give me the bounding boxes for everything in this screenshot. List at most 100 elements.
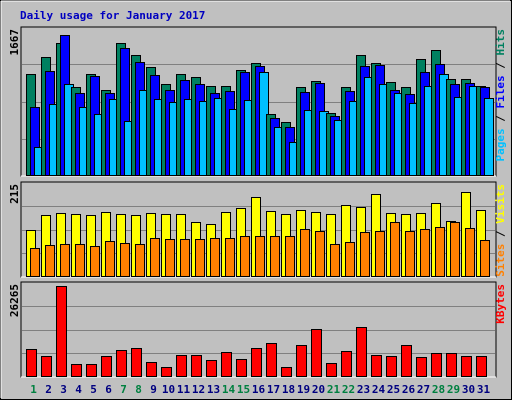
bar-sites: [480, 240, 490, 277]
bar-sites: [105, 241, 115, 277]
x-tick-label: 22: [342, 383, 355, 396]
bar-kbytes: [326, 363, 337, 377]
bar-sites: [150, 238, 160, 277]
x-tick-label: 10: [162, 383, 175, 396]
bar-kbytes: [296, 345, 307, 377]
bar-kbytes: [206, 360, 217, 377]
chart-title: Daily usage for January 2017: [20, 9, 205, 22]
bar-sites: [240, 236, 250, 277]
y-max-label: 1667: [8, 29, 21, 56]
bar-sites: [315, 231, 325, 277]
bar-kbytes: [356, 327, 367, 377]
bar-kbytes: [446, 353, 457, 377]
legend-separator: /: [494, 109, 507, 129]
panel-legend: Sites / Visits: [494, 184, 507, 277]
bar-kbytes: [221, 352, 232, 377]
bar-kbytes: [56, 286, 67, 377]
x-tick-label: 12: [192, 383, 205, 396]
bar-sites: [180, 239, 190, 277]
bar-sites: [375, 231, 385, 277]
bar-kbytes: [191, 355, 202, 377]
bar-kbytes: [476, 356, 487, 377]
bar-sites: [225, 238, 235, 277]
bar-sites: [345, 242, 355, 277]
bar-kbytes: [416, 357, 427, 377]
bar-sites: [30, 248, 40, 277]
bar-kbytes: [131, 348, 142, 377]
bar-sites: [450, 222, 460, 277]
bar-sites: [165, 239, 175, 277]
x-tick-label: 20: [312, 383, 325, 396]
x-tick-label: 13: [207, 383, 220, 396]
bar-sites: [120, 243, 130, 277]
bar-kbytes: [281, 367, 292, 377]
bar-kbytes: [266, 343, 277, 377]
x-tick-label: 15: [237, 383, 250, 396]
bar-kbytes: [236, 359, 247, 377]
x-tick-label: 9: [150, 383, 157, 396]
bar-sites: [330, 244, 340, 277]
x-tick-label: 3: [60, 383, 67, 396]
y-max-label: 26265: [8, 284, 21, 317]
bar-kbytes: [176, 355, 187, 377]
x-tick-label: 4: [75, 383, 82, 396]
x-tick-label: 6: [105, 383, 112, 396]
bar-sites: [360, 232, 370, 277]
bar-sites: [405, 231, 415, 277]
bar-sites: [210, 238, 220, 277]
bar-kbytes: [251, 348, 262, 377]
legend-sites: Sites: [494, 244, 507, 277]
bar-sites: [255, 236, 265, 277]
x-tick-label: 24: [372, 383, 386, 396]
bar-sites: [465, 228, 475, 277]
bar-kbytes: [86, 364, 97, 377]
bar-sites: [420, 229, 430, 277]
x-tick-label: 18: [282, 383, 295, 396]
bar-sites: [60, 244, 70, 277]
bar-kbytes: [161, 367, 172, 377]
x-tick-label: 16: [252, 383, 266, 396]
legend-pages: Pages: [494, 128, 507, 161]
x-tick-label: 1: [30, 383, 37, 396]
legend-kbytes: KBytes: [494, 284, 507, 324]
bar-sites: [135, 244, 145, 277]
bar-sites: [285, 236, 295, 277]
legend-visits: Visits: [494, 184, 507, 224]
x-tick-label: 31: [477, 383, 491, 396]
bar-sites: [75, 244, 85, 277]
x-tick-label: 23: [357, 383, 370, 396]
legend-separator: /: [494, 224, 507, 244]
legend-files: Files: [494, 75, 507, 108]
bar-kbytes: [371, 355, 382, 377]
panel-legend: KBytes: [494, 284, 507, 324]
legend-hits: Hits: [494, 29, 507, 56]
x-tick-label: 5: [90, 383, 97, 396]
x-tick-label: 14: [222, 383, 236, 396]
bar-pages: [484, 98, 494, 176]
bar-kbytes: [431, 353, 442, 377]
bar-kbytes: [41, 356, 52, 377]
bar-kbytes: [311, 329, 322, 377]
x-tick-label: 28: [432, 383, 445, 396]
x-tick-label: 29: [447, 383, 460, 396]
bar-kbytes: [386, 356, 397, 377]
x-tick-label: 8: [135, 383, 142, 396]
bar-kbytes: [71, 364, 82, 377]
bar-sites: [45, 245, 55, 277]
bar-kbytes: [401, 345, 412, 377]
bar-sites: [300, 229, 310, 277]
bar-kbytes: [26, 349, 37, 377]
x-tick-label: 19: [297, 383, 310, 396]
x-tick-label: 17: [267, 383, 280, 396]
bar-kbytes: [116, 350, 127, 377]
bar-kbytes: [341, 351, 352, 377]
x-tick-label: 30: [462, 383, 475, 396]
x-tick-label: 11: [177, 383, 191, 396]
x-tick-label: 2: [45, 383, 52, 396]
x-tick-label: 21: [327, 383, 341, 396]
bar-kbytes: [101, 356, 112, 377]
x-tick-label: 26: [402, 383, 416, 396]
y-max-label: 215: [8, 184, 21, 204]
